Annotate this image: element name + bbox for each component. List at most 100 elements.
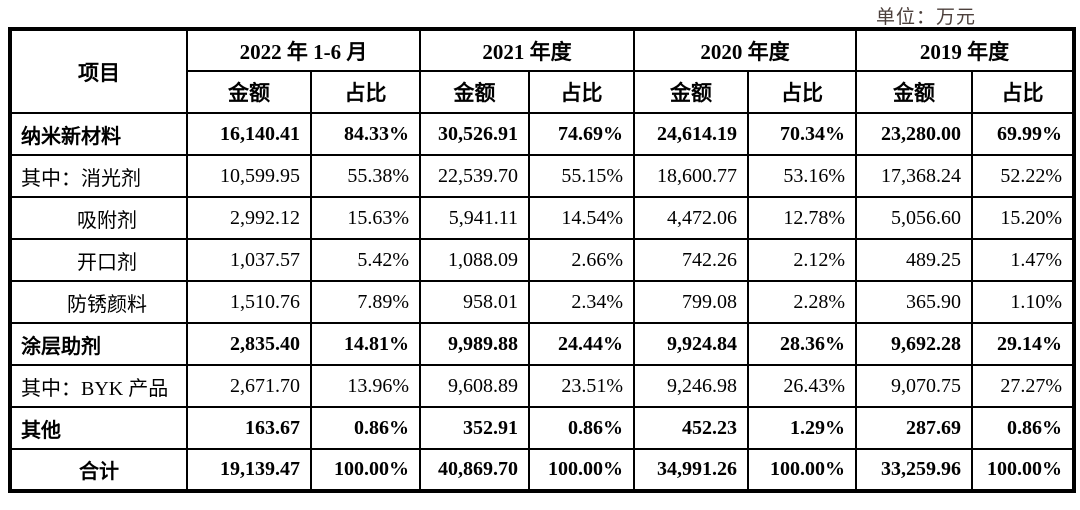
cell-amount-2019: 23,280.00	[855, 112, 973, 156]
cell-amount-2022: 2,992.12	[186, 196, 312, 240]
cell-amount-2022: 19,139.47	[186, 448, 312, 492]
cell-amount-2021: 22,539.70	[419, 154, 530, 198]
cell-ratio-2020: 1.29%	[747, 406, 857, 450]
cell-amount-2020: 18,600.77	[633, 154, 749, 198]
cell-amount-2019: 9,070.75	[855, 364, 973, 408]
table-row-total: 合计 19,139.47 100.00% 40,869.70 100.00% 3…	[9, 448, 1075, 492]
column-header-period-2019: 2019 年度	[855, 28, 1075, 72]
table-row-coating-additives: 涂层助剂 2,835.40 14.81% 9,989.88 24.44% 9,9…	[9, 322, 1075, 366]
cell-amount-2021: 352.91	[419, 406, 530, 450]
cell-amount-2020: 24,614.19	[633, 112, 749, 156]
column-header-item: 项目	[9, 28, 188, 114]
row-label: 防锈颜料	[9, 280, 188, 324]
cell-amount-2019: 365.90	[855, 280, 973, 324]
subheader-amount-2021: 金额	[419, 70, 530, 114]
cell-ratio-2020: 2.12%	[747, 238, 857, 282]
cell-ratio-2020: 2.28%	[747, 280, 857, 324]
cell-amount-2022: 16,140.41	[186, 112, 312, 156]
row-label: 合计	[9, 448, 188, 492]
cell-ratio-2021: 100.00%	[528, 448, 635, 492]
cell-ratio-2021: 14.54%	[528, 196, 635, 240]
cell-amount-2019: 17,368.24	[855, 154, 973, 198]
cell-amount-2020: 452.23	[633, 406, 749, 450]
cell-ratio-2022: 5.42%	[310, 238, 421, 282]
cell-ratio-2019: 27.27%	[971, 364, 1075, 408]
row-label: 其中：BYK 产品	[9, 364, 188, 408]
cell-ratio-2019: 1.47%	[971, 238, 1075, 282]
cell-ratio-2019: 100.00%	[971, 448, 1075, 492]
cell-amount-2021: 9,989.88	[419, 322, 530, 366]
cell-ratio-2020: 12.78%	[747, 196, 857, 240]
subheader-ratio-2020: 占比	[747, 70, 857, 114]
table-row-matting-agent: 其中：消光剂 10,599.95 55.38% 22,539.70 55.15%…	[9, 154, 1075, 198]
cell-amount-2019: 33,259.96	[855, 448, 973, 492]
cell-ratio-2022: 14.81%	[310, 322, 421, 366]
cell-ratio-2022: 84.33%	[310, 112, 421, 156]
cell-amount-2022: 163.67	[186, 406, 312, 450]
table-row-adsorbent: 吸附剂 2,992.12 15.63% 5,941.11 14.54% 4,47…	[9, 196, 1075, 240]
cell-ratio-2020: 53.16%	[747, 154, 857, 198]
row-label: 其中：消光剂	[9, 154, 188, 198]
cell-amount-2020: 9,246.98	[633, 364, 749, 408]
cell-amount-2022: 1,510.76	[186, 280, 312, 324]
cell-amount-2022: 2,671.70	[186, 364, 312, 408]
cell-ratio-2020: 70.34%	[747, 112, 857, 156]
subheader-ratio-2019: 占比	[971, 70, 1075, 114]
cell-amount-2021: 958.01	[419, 280, 530, 324]
cell-amount-2019: 9,692.28	[855, 322, 973, 366]
cell-ratio-2022: 7.89%	[310, 280, 421, 324]
cell-ratio-2019: 0.86%	[971, 406, 1075, 450]
table-row-opening-agent: 开口剂 1,037.57 5.42% 1,088.09 2.66% 742.26…	[9, 238, 1075, 282]
cell-ratio-2019: 1.10%	[971, 280, 1075, 324]
subheader-ratio-2021: 占比	[528, 70, 635, 114]
cell-ratio-2021: 23.51%	[528, 364, 635, 408]
cell-ratio-2020: 100.00%	[747, 448, 857, 492]
subheader-amount-2019: 金额	[855, 70, 973, 114]
header-row-periods: 项目 2022 年 1-6 月 2021 年度 2020 年度 2019 年度	[9, 28, 1075, 114]
cell-ratio-2022: 13.96%	[310, 364, 421, 408]
cell-ratio-2022: 15.63%	[310, 196, 421, 240]
subheader-ratio-2022: 占比	[310, 70, 421, 114]
cell-amount-2022: 10,599.95	[186, 154, 312, 198]
row-label: 其他	[9, 406, 188, 450]
cell-amount-2020: 34,991.26	[633, 448, 749, 492]
column-header-period-2021: 2021 年度	[419, 28, 635, 72]
cell-ratio-2019: 69.99%	[971, 112, 1075, 156]
cell-ratio-2021: 24.44%	[528, 322, 635, 366]
cell-ratio-2020: 26.43%	[747, 364, 857, 408]
cell-ratio-2021: 2.34%	[528, 280, 635, 324]
column-header-period-2022: 2022 年 1-6 月	[186, 28, 421, 72]
cell-ratio-2021: 0.86%	[528, 406, 635, 450]
row-label: 涂层助剂	[9, 322, 188, 366]
header-row-subcolumns: 金额 占比 金额 占比 金额 占比 金额 占比	[10, 70, 1075, 114]
cell-amount-2020: 9,924.84	[633, 322, 749, 366]
cell-amount-2021: 40,869.70	[419, 448, 530, 492]
table-row-byk-products: 其中：BYK 产品 2,671.70 13.96% 9,608.89 23.51…	[9, 364, 1075, 408]
subheader-amount-2020: 金额	[633, 70, 749, 114]
cell-ratio-2019: 15.20%	[971, 196, 1075, 240]
row-label: 吸附剂	[9, 196, 188, 240]
cell-amount-2019: 5,056.60	[855, 196, 973, 240]
cell-ratio-2019: 29.14%	[971, 322, 1075, 366]
cell-amount-2021: 1,088.09	[419, 238, 530, 282]
cell-amount-2020: 799.08	[633, 280, 749, 324]
cell-amount-2020: 742.26	[633, 238, 749, 282]
cell-ratio-2019: 52.22%	[971, 154, 1075, 198]
cell-amount-2022: 2,835.40	[186, 322, 312, 366]
cell-amount-2022: 1,037.57	[186, 238, 312, 282]
cell-ratio-2022: 0.86%	[310, 406, 421, 450]
cell-amount-2021: 5,941.11	[419, 196, 530, 240]
subheader-amount-2022: 金额	[186, 70, 312, 114]
cell-amount-2019: 489.25	[855, 238, 973, 282]
table-row-nano-materials: 纳米新材料 16,140.41 84.33% 30,526.91 74.69% …	[9, 112, 1075, 156]
cell-amount-2020: 4,472.06	[633, 196, 749, 240]
column-header-period-2020: 2020 年度	[633, 28, 857, 72]
cell-ratio-2021: 55.15%	[528, 154, 635, 198]
cell-ratio-2021: 74.69%	[528, 112, 635, 156]
revenue-breakdown-table: 项目 2022 年 1-6 月 2021 年度 2020 年度 2019 年度 …	[8, 27, 1076, 493]
row-label: 纳米新材料	[9, 112, 188, 156]
cell-ratio-2022: 100.00%	[310, 448, 421, 492]
cell-amount-2021: 30,526.91	[419, 112, 530, 156]
row-label: 开口剂	[9, 238, 188, 282]
